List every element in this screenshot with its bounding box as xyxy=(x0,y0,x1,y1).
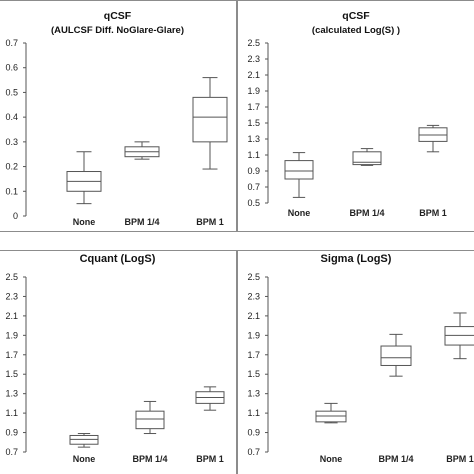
y-tick-label: 1.1 xyxy=(5,408,18,418)
y-tick-label: 1.9 xyxy=(247,330,260,340)
y-tick-label: 0.2 xyxy=(5,162,18,172)
category-label: None xyxy=(288,208,311,218)
category-label: BPM 1 xyxy=(419,208,447,218)
category-label: None xyxy=(320,454,343,464)
y-tick-label: 1.7 xyxy=(247,102,260,112)
chart-panel-calculated-logs: qCSF (calculated Log(S) ) 0.5 0.7 0.9 1.1 1.3 1… xyxy=(237,0,474,232)
y-tick-label: 0.1 xyxy=(5,186,18,196)
chart-title: Sigma (LogS) xyxy=(321,253,392,265)
y-tick-label: 0.6 xyxy=(5,63,18,73)
category-label: None xyxy=(73,217,96,227)
y-tick-label: 2.1 xyxy=(247,70,260,80)
y-tick-label: 0.5 xyxy=(5,87,18,97)
box-1 xyxy=(352,148,382,166)
box-0 xyxy=(69,433,99,448)
y-tick-label: 0.5 xyxy=(247,198,260,208)
iqr-box xyxy=(352,151,382,166)
box-2 xyxy=(444,312,474,360)
box-0 xyxy=(315,402,347,424)
y-tick-label: 0.4 xyxy=(5,112,18,122)
box-1 xyxy=(380,333,412,377)
y-tick-label: 1.3 xyxy=(247,134,260,144)
chart-panel-sigma: Sigma (LogS) 0.7 0.9 1.1 1.3 1.5 1.7 1.9 2.1 2.3 2… xyxy=(237,250,474,474)
y-tick-label: 0.9 xyxy=(247,166,260,176)
y-tick-label: 0.9 xyxy=(247,428,260,438)
y-tick-label: 2.1 xyxy=(247,311,260,321)
y-tick-label: 0.7 xyxy=(5,447,18,457)
iqr-box xyxy=(135,410,165,430)
y-tick-label: 1.1 xyxy=(247,150,260,160)
iqr-box xyxy=(192,96,228,143)
panel-frame xyxy=(0,0,237,232)
y-tick-label: 1.9 xyxy=(247,86,260,96)
y-tick-label: 0.3 xyxy=(5,137,18,147)
y-tick-label: 1.1 xyxy=(247,408,260,418)
y-tick-label: 1.5 xyxy=(5,369,18,379)
iqr-box xyxy=(380,345,412,366)
y-tick-label: 0.7 xyxy=(247,182,260,192)
box-1 xyxy=(124,141,160,160)
y-tick-label: 1.3 xyxy=(247,389,260,399)
box-2 xyxy=(418,124,448,153)
y-tick-label: 0.7 xyxy=(5,38,18,48)
panel-frame xyxy=(0,250,237,474)
chart-subtitle: (AULCSF Diff. NoGlare-Glare) xyxy=(51,25,184,36)
box-2 xyxy=(192,77,228,170)
y-tick-label: 2.5 xyxy=(247,272,260,282)
y-tick-label: 0.7 xyxy=(247,447,260,457)
y-tick-label: 2.5 xyxy=(5,272,18,282)
panel-frame xyxy=(237,250,474,474)
iqr-box xyxy=(284,160,314,180)
y-tick-label: 2.5 xyxy=(247,38,260,48)
y-tick-label: 1.7 xyxy=(247,350,260,360)
chart-title: qCSF xyxy=(342,10,370,22)
y-tick-label: 1.5 xyxy=(247,369,260,379)
y-tick-label: 2.3 xyxy=(247,54,260,64)
y-tick-label: 2.3 xyxy=(5,291,18,301)
box-0 xyxy=(66,151,102,205)
y-tick-label: 1.5 xyxy=(247,118,260,128)
panel-frame xyxy=(237,0,474,232)
category-label: BPM 1 xyxy=(196,454,224,464)
category-label: BPM 1/4 xyxy=(132,454,167,464)
y-tick-label: 0.9 xyxy=(5,428,18,438)
y-tick-label: 1.7 xyxy=(5,350,18,360)
box-1 xyxy=(135,400,165,435)
y-tick-label: 2.1 xyxy=(5,311,18,321)
box-2 xyxy=(195,386,225,411)
category-label: BPM 1 xyxy=(196,217,224,227)
chart-subtitle: (calculated Log(S) ) xyxy=(312,25,400,36)
chart-title: Cquant (LogS) xyxy=(80,253,156,265)
category-label: BPM 1/4 xyxy=(349,208,384,218)
y-tick-label: 1.3 xyxy=(5,389,18,399)
y-tick-label: 0 xyxy=(13,211,18,221)
box-0 xyxy=(284,152,314,198)
category-label: BPM 1/4 xyxy=(124,217,159,227)
y-tick-label: 1.9 xyxy=(5,330,18,340)
chart-panel-cquant: Cquant (LogS) 0.7 0.9 1.1 1.3 1.5 1.7 1.9 2.1 2.3… xyxy=(0,250,237,474)
category-label: BPM 1/4 xyxy=(378,454,413,464)
y-tick-label: 2.3 xyxy=(247,291,260,301)
chart-title: qCSF xyxy=(104,10,132,22)
category-label: BPM 1 xyxy=(446,454,474,464)
chart-panel-aulcsf: qCSF (AULCSF Diff. NoGlare-Glare) 0 0.1 0.2 0… xyxy=(0,0,237,232)
category-label: None xyxy=(73,454,96,464)
